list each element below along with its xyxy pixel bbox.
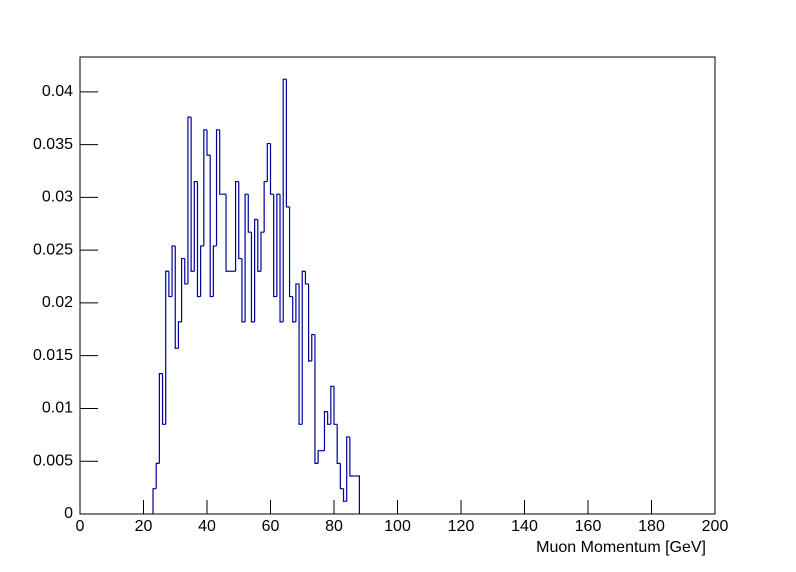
histogram-step	[301, 270, 306, 425]
histogram-step	[346, 436, 350, 502]
histogram-step	[155, 462, 160, 489]
x-tick-label: 60	[262, 518, 280, 535]
histogram-step	[241, 258, 246, 323]
histogram-step	[177, 321, 182, 349]
histogram-step	[200, 245, 204, 297]
histogram-step	[317, 450, 322, 464]
histogram-step	[295, 283, 300, 322]
histogram-step	[323, 411, 328, 451]
y-tick-label: 0.035	[33, 136, 73, 153]
histogram-step	[257, 219, 261, 272]
histogram-step	[234, 180, 239, 272]
histogram-step	[219, 129, 223, 195]
histogram-step	[184, 258, 188, 285]
histogram-step	[314, 334, 319, 464]
histogram-step	[193, 180, 198, 272]
x-tick-label: 40	[198, 518, 216, 535]
x-tick-label: 80	[325, 518, 343, 535]
histogram-step	[187, 116, 192, 284]
histogram-step	[238, 181, 242, 260]
histogram-step	[203, 129, 207, 246]
histogram-step	[282, 78, 287, 322]
histogram-step	[342, 488, 347, 502]
x-tick-label: 160	[575, 518, 602, 535]
y-tick-label: 0.015	[33, 347, 73, 364]
x-tick-label: 200	[702, 518, 729, 535]
x-tick-label: 140	[511, 518, 538, 535]
histogram-step	[336, 424, 341, 464]
x-tick-label: 100	[384, 518, 411, 535]
histogram-step	[292, 296, 296, 323]
histogram-step	[174, 245, 179, 349]
y-tick-label: 0.005	[33, 452, 73, 469]
histogram-step	[266, 142, 271, 182]
histogram-step	[285, 79, 290, 208]
histogram-step	[349, 436, 354, 477]
histogram-step	[161, 373, 166, 425]
y-tick-label: 0	[64, 505, 73, 522]
histogram-step	[339, 463, 344, 490]
histogram-step	[308, 283, 312, 362]
histogram-step	[215, 129, 220, 246]
y-tick-label: 0.03	[42, 189, 73, 206]
histogram-step	[304, 271, 309, 285]
y-tick-label: 0.04	[42, 83, 73, 100]
histogram-step	[152, 488, 157, 514]
histogram-step	[288, 206, 293, 298]
histogram-step	[311, 333, 315, 361]
histogram-step	[356, 475, 360, 514]
histogram-step	[244, 193, 249, 322]
x-axis-label: Muon Momentum [GeV]	[536, 539, 706, 556]
histogram-step	[212, 245, 217, 297]
histogram-step	[269, 143, 274, 195]
histogram-step	[254, 218, 258, 322]
histogram-step	[330, 385, 334, 425]
y-tick-label: 0.02	[42, 294, 73, 311]
histogram-step	[225, 194, 230, 272]
histogram-step	[260, 231, 265, 272]
histogram-step	[206, 129, 211, 156]
histogram-step	[158, 373, 163, 464]
y-tick-label: 0.01	[42, 400, 73, 417]
histogram-step	[298, 283, 303, 425]
histogram-step	[333, 386, 338, 425]
histogram-step	[165, 270, 169, 425]
histogram-step	[263, 180, 268, 233]
histogram-step	[171, 245, 176, 297]
histogram-step	[273, 194, 277, 298]
histogram-step	[181, 257, 185, 322]
histogram-step	[279, 194, 284, 323]
y-tick-label: 0.025	[33, 241, 73, 258]
histogram-step	[327, 411, 331, 425]
histogram-step	[276, 193, 281, 297]
x-tick-label: 20	[135, 518, 153, 535]
x-tick-label: 120	[448, 518, 475, 535]
histogram-step	[196, 181, 201, 298]
histogram-step	[247, 194, 252, 233]
x-tick-label: 180	[638, 518, 665, 535]
x-tick-label: 0	[76, 518, 85, 535]
histogram-step	[209, 155, 214, 298]
histogram-step	[168, 271, 173, 298]
histogram-step	[250, 232, 255, 323]
histogram-step	[190, 117, 195, 272]
